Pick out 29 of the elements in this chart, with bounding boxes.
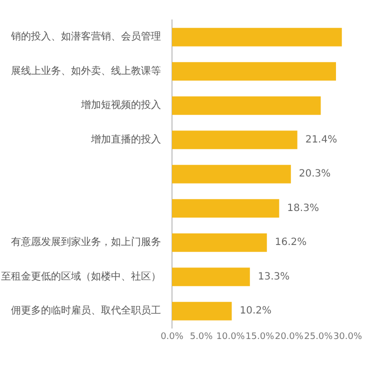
bar [172,28,342,46]
y-tick-label: 有意愿发展到家业务，如上门服务 [11,236,161,248]
x-tick-label: 25.0% [304,332,334,342]
data-label: 18.3% [287,202,319,214]
x-tick-label: 15.0% [246,332,275,342]
y-tick-label: 增加短视频的投入 [80,99,161,112]
data-label: 13.3% [258,271,290,282]
bar [172,268,250,286]
x-tick-label: 5.0% [190,332,214,342]
bar [172,164,291,184]
data-label: 21.4% [305,134,338,146]
y-tick-label: 展线上业务、如外卖、线上教课等 [11,64,161,77]
x-tick-label: 20.0% [274,332,304,342]
bar [172,302,232,320]
x-tick-label: 0.0% [160,332,184,342]
data-label: 16.2% [274,237,307,248]
bar [172,130,298,150]
y-tick-label: 佣更多的临时雇员、取代全职员工 [11,304,161,317]
x-tick-label: 10.0% [216,332,246,342]
bar [172,96,321,115]
y-tick-label: 增加直播的投入 [90,133,161,146]
x-tick-label: 30.0% [333,332,362,342]
y-tick-label: 至租金更低的区域（如楼中、社区） [1,270,161,282]
data-label: 10.2% [240,306,272,317]
bar [172,199,280,218]
y-tick-label: 销的投入、如潜客营销、会员管理 [10,30,161,43]
bar [172,62,336,81]
bar [172,233,267,252]
data-label: 20.3% [298,168,331,180]
